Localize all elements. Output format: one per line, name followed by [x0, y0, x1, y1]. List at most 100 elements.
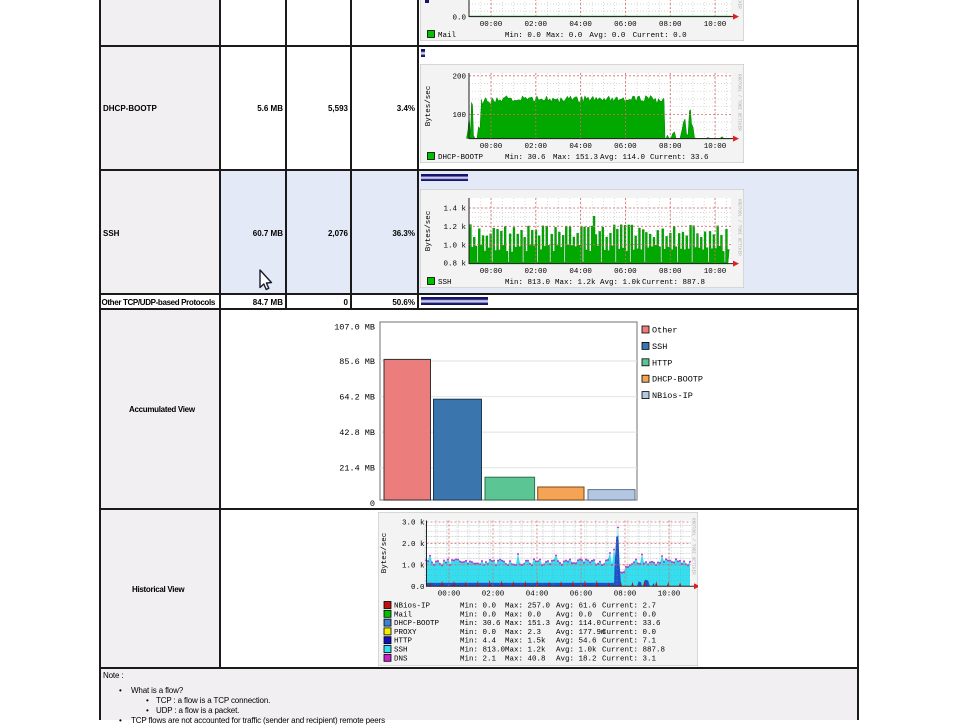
svg-text:PROXY: PROXY: [394, 629, 417, 637]
svg-text:06:00: 06:00: [614, 21, 637, 29]
svg-text:SSH: SSH: [394, 647, 408, 655]
svg-text:Current: 0.0: Current: 0.0: [633, 32, 688, 40]
svg-text:02:00: 02:00: [525, 143, 548, 151]
svg-text:HTTP: HTTP: [394, 638, 413, 646]
svg-text:02:00: 02:00: [525, 268, 548, 276]
svg-text:3.0 k: 3.0 k: [402, 520, 425, 528]
svg-text:Max: 151.3: Max: 151.3: [505, 620, 551, 628]
svg-text:1.0 k: 1.0 k: [402, 562, 425, 570]
svg-text:Min: 30.6: Min: 30.6: [460, 620, 501, 628]
svg-text:04:00: 04:00: [569, 268, 592, 276]
svg-text:08:00: 08:00: [659, 21, 682, 29]
svg-text:Avg: 0.0: Avg: 0.0: [556, 611, 593, 619]
svg-text:Min: 4.4: Min: 4.4: [460, 638, 497, 646]
svg-text:Max: 151.3: Max: 151.3: [553, 154, 599, 162]
svg-text:Max: 0.0: Max: 0.0: [505, 611, 542, 619]
svg-text:00:00: 00:00: [480, 268, 503, 276]
svg-text:Min: 813.0: Min: 813.0: [460, 647, 506, 655]
svg-text:06:00: 06:00: [614, 143, 637, 151]
svg-text:00:00: 00:00: [480, 143, 503, 151]
svg-text:64.2 MB: 64.2 MB: [339, 393, 375, 403]
svg-text:Max: 1.2k: Max: 1.2k: [555, 279, 596, 287]
svg-text:06:00: 06:00: [614, 268, 637, 276]
svg-text:100: 100: [452, 112, 466, 120]
svg-text:Avg: 0.0: Avg: 0.0: [589, 32, 626, 40]
svg-text:Mail: Mail: [438, 32, 457, 40]
svg-text:Current: 2.7: Current: 2.7: [602, 603, 656, 611]
svg-text:1.4 k: 1.4 k: [443, 206, 466, 214]
svg-text:Avg: 18.2: Avg: 18.2: [556, 655, 597, 663]
svg-text:00:00: 00:00: [480, 21, 503, 29]
svg-text:Current: 887.8: Current: 887.8: [642, 279, 705, 287]
svg-text:10:00: 10:00: [704, 21, 727, 29]
svg-text:Min: 2.1: Min: 2.1: [460, 655, 497, 663]
svg-text:02:00: 02:00: [525, 21, 548, 29]
svg-text:Max: 1.2k: Max: 1.2k: [505, 647, 546, 655]
svg-text:10:00: 10:00: [704, 268, 727, 276]
svg-text:RRDTOOL / TOBI OETIKER: RRDTOOL / TOBI OETIKER: [737, 74, 742, 131]
svg-text:NBios-IP: NBios-IP: [394, 603, 431, 611]
svg-text:Max: 1.5k: Max: 1.5k: [505, 638, 546, 646]
svg-text:RRDTOOL / TOBI OETIKER: RRDTOOL / TOBI OETIKER: [691, 518, 696, 575]
svg-text:Min: 0.0: Min: 0.0: [460, 629, 497, 637]
svg-text:02:00: 02:00: [482, 591, 505, 599]
svg-text:08:00: 08:00: [614, 591, 637, 599]
svg-text:Current: 887.8: Current: 887.8: [602, 647, 665, 655]
svg-text:0.0: 0.0: [452, 15, 466, 23]
svg-text:10:00: 10:00: [658, 591, 681, 599]
svg-text:Max: 257.0: Max: 257.0: [505, 603, 551, 611]
svg-text:85.6 MB: 85.6 MB: [339, 357, 375, 367]
svg-text:Current: 33.6: Current: 33.6: [650, 154, 709, 162]
svg-text:00:00: 00:00: [438, 591, 461, 599]
svg-text:08:00: 08:00: [659, 143, 682, 151]
svg-text:DHCP-BOOTP: DHCP-BOOTP: [394, 620, 440, 628]
svg-text:NBios-IP: NBios-IP: [652, 391, 693, 401]
svg-text:Min: 30.6: Min: 30.6: [505, 154, 546, 162]
svg-text:Min: 813.0: Min: 813.0: [505, 279, 551, 287]
svg-text:Current: 3.1: Current: 3.1: [602, 655, 657, 663]
svg-text:Min: 0.0: Min: 0.0: [505, 32, 542, 40]
svg-text:Min: 0.0: Min: 0.0: [460, 611, 497, 619]
svg-text:Avg: 1.0k: Avg: 1.0k: [600, 279, 641, 287]
svg-text:04:00: 04:00: [569, 21, 592, 29]
svg-text:Other: Other: [652, 326, 678, 336]
svg-text:Bytes/sec: Bytes/sec: [425, 211, 433, 252]
svg-text:Mail: Mail: [394, 611, 413, 619]
svg-text:107.0 MB: 107.0 MB: [334, 323, 375, 333]
svg-text:SSH: SSH: [652, 342, 667, 352]
svg-text:0: 0: [370, 499, 375, 509]
svg-text:1.0 k: 1.0 k: [443, 242, 466, 250]
svg-text:Current: 7.1: Current: 7.1: [602, 638, 657, 646]
svg-text:Avg: 177.9m: Avg: 177.9m: [556, 629, 606, 637]
svg-text:06:00: 06:00: [570, 591, 593, 599]
svg-text:HTTP: HTTP: [652, 358, 672, 368]
svg-text:08:00: 08:00: [659, 268, 682, 276]
svg-text:42.8 MB: 42.8 MB: [339, 428, 375, 438]
svg-text:04:00: 04:00: [569, 143, 592, 151]
svg-text:Bytes/sec: Bytes/sec: [381, 533, 389, 574]
svg-text:0.0: 0.0: [411, 584, 425, 592]
svg-text:Avg: 114.0: Avg: 114.0: [556, 620, 602, 628]
svg-text:DHCP-BOOTP: DHCP-BOOTP: [438, 154, 484, 162]
svg-text:Max: 0.0: Max: 0.0: [546, 32, 583, 40]
svg-text:2.0 k: 2.0 k: [402, 541, 425, 549]
svg-text:Max: 2.3: Max: 2.3: [505, 629, 542, 637]
svg-text:Current: 0.0: Current: 0.0: [602, 611, 657, 619]
svg-text:0.8 k: 0.8 k: [443, 261, 466, 269]
svg-text:Current: 33.6: Current: 33.6: [602, 620, 661, 628]
svg-text:200: 200: [452, 73, 466, 81]
svg-text:21.4 MB: 21.4 MB: [339, 464, 375, 474]
svg-text:04:00: 04:00: [526, 591, 549, 599]
svg-text:Avg: 61.6: Avg: 61.6: [556, 603, 597, 611]
svg-text:RRDTOOL / TOBI OETIKER: RRDTOOL / TOBI OETIKER: [737, 199, 742, 256]
svg-text:DNS: DNS: [394, 655, 408, 663]
svg-text:RRDTOOL / TOBI OETIKER: RRDTOOL / TOBI OETIKER: [737, 0, 742, 9]
svg-text:10:00: 10:00: [704, 143, 727, 151]
svg-text:Bytes/sec: Bytes/sec: [425, 86, 433, 127]
svg-text:Avg: 54.6: Avg: 54.6: [556, 638, 597, 646]
svg-text:Max: 40.8: Max: 40.8: [505, 655, 546, 663]
svg-text:SSH: SSH: [438, 279, 452, 287]
svg-text:Avg: 1.0k: Avg: 1.0k: [556, 647, 597, 655]
svg-text:Avg: 114.0: Avg: 114.0: [600, 154, 646, 162]
svg-text:Min: 0.0: Min: 0.0: [460, 603, 497, 611]
